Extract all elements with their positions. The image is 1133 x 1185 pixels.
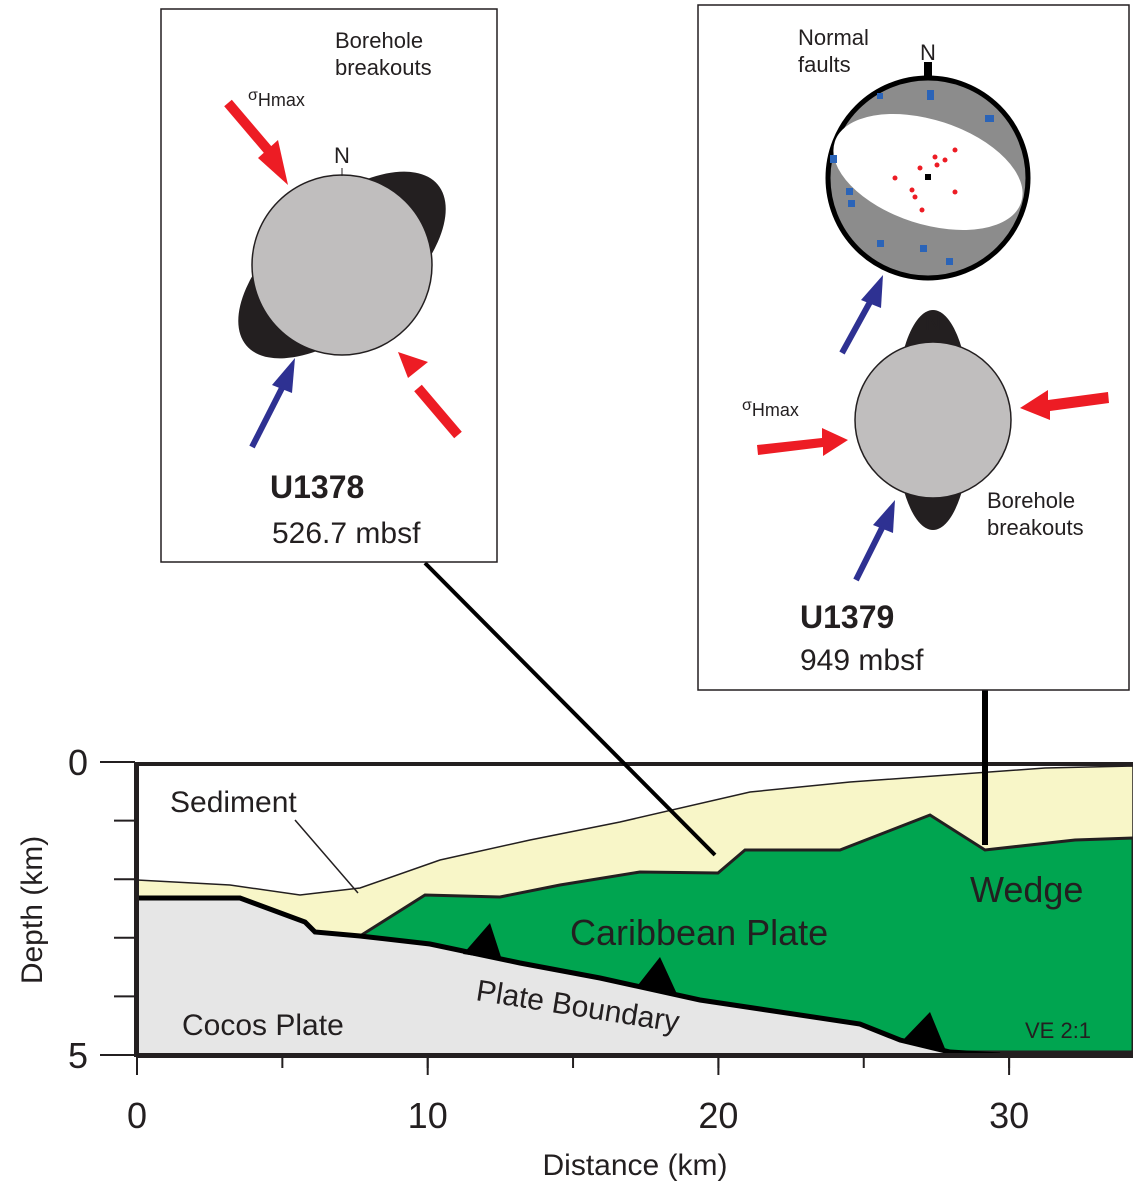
arrowhead xyxy=(272,358,295,393)
plate-boundary-line xyxy=(137,895,1001,1058)
note: Borehole xyxy=(987,488,1075,513)
note: Borehole xyxy=(335,28,423,53)
pole xyxy=(946,258,953,265)
stress-arrow xyxy=(839,300,873,355)
pole xyxy=(877,240,884,247)
thrust-marker xyxy=(463,923,502,960)
north: N xyxy=(925,310,941,335)
point xyxy=(912,194,918,200)
stress: σHmax xyxy=(742,397,799,420)
stress-arrow xyxy=(757,428,848,456)
cross-section: Sediment Wedge Caribbean Plate Plate Bou… xyxy=(16,742,1133,1182)
depth: 949 mbsf xyxy=(800,644,924,677)
site: U1379 xyxy=(800,599,894,635)
point xyxy=(934,162,940,168)
connector xyxy=(423,561,717,857)
site: U1378 xyxy=(270,469,364,505)
arrowhead xyxy=(861,275,883,308)
point xyxy=(917,165,923,171)
thrust-marker xyxy=(903,1012,946,1051)
x-tick-label: 30 xyxy=(989,1095,1029,1136)
stress-arrow xyxy=(249,386,285,449)
stress-arrow xyxy=(414,384,462,439)
point xyxy=(932,154,938,160)
x-tick-label: 0 xyxy=(127,1095,147,1136)
pole xyxy=(920,245,927,252)
arrowhead xyxy=(398,352,428,378)
y-tick-label: 5 xyxy=(68,1035,88,1076)
inset: N Normal faults N Borehole breakouts σHm… xyxy=(697,4,1130,691)
north: N xyxy=(920,40,936,65)
point xyxy=(919,207,925,213)
x-axis-label: Distance (km) xyxy=(542,1149,727,1182)
borehole xyxy=(854,341,1012,499)
region-label: Wedge xyxy=(970,869,1083,910)
pole xyxy=(846,188,853,195)
y-axis-label: Depth (km) xyxy=(16,836,49,984)
thrust-marker xyxy=(638,957,677,994)
frame xyxy=(135,762,1133,1057)
point xyxy=(952,189,958,195)
y-tick-label: 0 xyxy=(68,742,88,783)
pole xyxy=(877,93,883,99)
note: breakouts xyxy=(987,515,1084,540)
pole xyxy=(848,200,855,207)
stress: σHmax xyxy=(248,87,305,110)
region-label: Cocos Plate xyxy=(182,1009,344,1042)
note: faults xyxy=(798,52,851,77)
x-tick-label: 20 xyxy=(698,1095,738,1136)
arrowhead xyxy=(258,140,288,185)
point xyxy=(942,157,948,163)
pole xyxy=(927,90,934,100)
center xyxy=(925,174,931,180)
note: Normal xyxy=(798,25,869,50)
stress-arrow xyxy=(224,99,272,154)
point xyxy=(909,187,915,193)
point xyxy=(952,147,958,153)
stress-arrow xyxy=(853,526,885,582)
north: N xyxy=(334,143,350,168)
depth: 526.7 mbsf xyxy=(272,517,421,550)
region-label: Sediment xyxy=(170,786,297,819)
point xyxy=(892,175,898,181)
x-tick-label: 10 xyxy=(408,1095,448,1136)
inset: N Borehole breakouts σHmax U1378 526.7 m… xyxy=(160,8,498,563)
exaggeration: VE 2:1 xyxy=(1025,1018,1091,1043)
north-tick xyxy=(924,62,932,76)
pole xyxy=(985,115,994,122)
sediment-pointer xyxy=(294,819,359,894)
pole xyxy=(830,155,837,163)
fault-plane xyxy=(833,114,1023,230)
note: breakouts xyxy=(335,55,432,80)
stress-arrow xyxy=(1020,390,1109,420)
region-label: Caribbean Plate xyxy=(570,912,828,953)
arrowhead xyxy=(873,500,895,533)
borehole xyxy=(251,174,433,356)
